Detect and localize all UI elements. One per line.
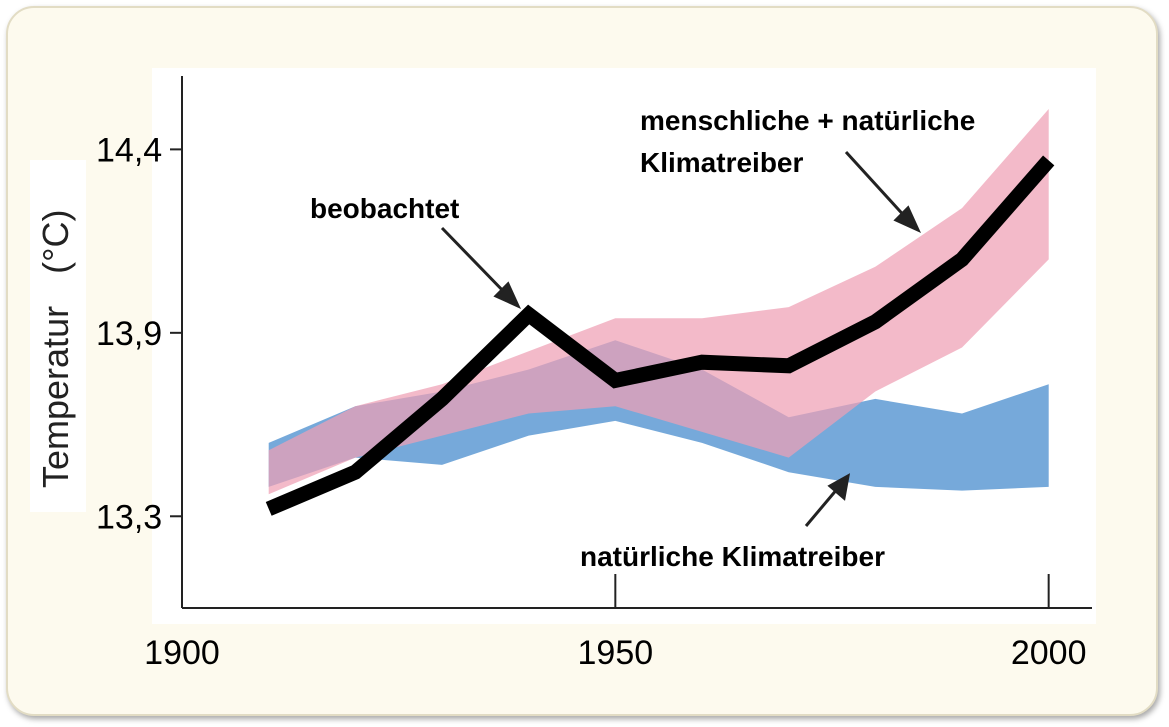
y-tick-label: 14,4 (96, 131, 162, 169)
natural-label-background (572, 532, 957, 572)
y-tick-label: 13,9 (96, 315, 162, 353)
band-layer (268, 109, 1049, 495)
y-axis-label: Temperatur (°C) (35, 210, 76, 488)
x-tick-label: 1950 (578, 634, 654, 672)
y-axis-label-unit: (°C) (35, 210, 76, 274)
combined-forcing-band (268, 109, 1049, 495)
arrow-anthropogenic (844, 150, 922, 234)
annotation-anthropogenic-line1: menschliche + natürliche (640, 105, 975, 136)
annotation-natural: natürliche Klimatreiber (580, 541, 885, 572)
x-tick-label: 2000 (1011, 634, 1087, 672)
arrow-observed (440, 226, 522, 310)
x-tick-label: 1900 (144, 634, 220, 672)
x-ticks: 1900 1950 2000 (144, 574, 1086, 672)
y-label-background (30, 160, 86, 512)
observed-layer (265, 155, 1055, 516)
annotation-observed: beobachtet (310, 193, 459, 224)
observed-line (265, 155, 1055, 516)
y-tick-label: 13,3 (96, 498, 162, 536)
y-axis-label-main: Temperatur (35, 306, 76, 488)
annotation-anthropogenic-line2: Klimatreiber (640, 147, 803, 178)
y-ticks: 13,3 13,9 14,4 (96, 131, 182, 536)
arrow-natural (804, 473, 851, 527)
